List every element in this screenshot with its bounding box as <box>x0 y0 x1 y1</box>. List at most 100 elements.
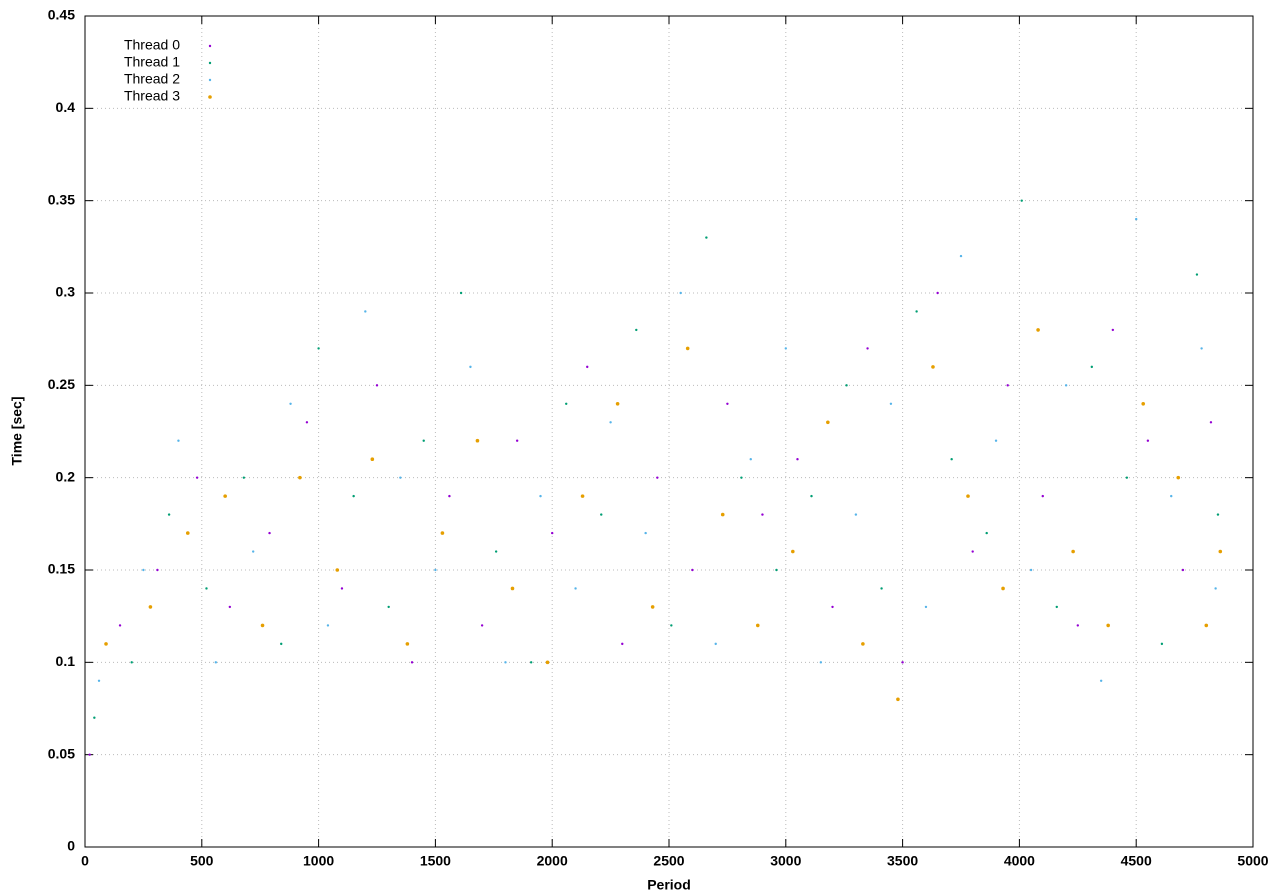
x-tick-label: 4500 <box>1121 853 1152 869</box>
point <box>775 568 778 572</box>
point <box>298 475 302 480</box>
x-tick-label: 4000 <box>1004 853 1035 869</box>
legend-marker <box>208 95 212 99</box>
y-tick-label: 0.4 <box>56 99 76 115</box>
point <box>118 624 122 627</box>
y-tick-label: 0.3 <box>56 284 76 300</box>
point <box>260 623 265 628</box>
point <box>915 310 918 313</box>
point <box>1209 421 1213 424</box>
point <box>889 402 893 405</box>
point <box>551 531 554 535</box>
point <box>1076 624 1080 627</box>
point <box>565 402 568 405</box>
point <box>242 476 246 479</box>
legend-marker <box>208 61 212 65</box>
point <box>656 476 659 479</box>
point <box>1099 679 1103 682</box>
y-tick-label: 0.2 <box>56 468 76 484</box>
point <box>185 531 190 535</box>
point <box>586 365 589 369</box>
point <box>510 586 515 591</box>
point <box>615 402 620 406</box>
point <box>609 421 612 424</box>
point <box>880 587 883 590</box>
point <box>317 347 320 350</box>
point <box>810 494 813 498</box>
point <box>422 439 425 442</box>
point <box>268 531 271 535</box>
point <box>685 346 690 351</box>
point <box>289 402 292 405</box>
point <box>1006 384 1009 387</box>
point <box>761 513 764 516</box>
point <box>1160 642 1164 646</box>
point <box>854 513 858 516</box>
point <box>635 328 638 332</box>
point <box>399 476 402 479</box>
x-tick-label: 5000 <box>1237 853 1268 869</box>
point <box>515 439 519 442</box>
point <box>994 439 998 442</box>
point <box>545 660 550 665</box>
point <box>93 716 96 719</box>
legend-label: Thread 3 <box>124 88 180 104</box>
point <box>97 679 101 682</box>
point <box>529 661 533 664</box>
point <box>1200 347 1203 350</box>
point <box>459 291 463 295</box>
point <box>831 605 834 609</box>
point <box>950 458 953 461</box>
point <box>600 513 603 516</box>
x-tick-label: 500 <box>190 853 214 869</box>
point <box>866 347 869 350</box>
point <box>1036 328 1040 332</box>
point <box>440 531 445 535</box>
point <box>305 421 309 424</box>
point <box>370 457 375 462</box>
point <box>156 568 159 572</box>
point <box>1216 513 1220 516</box>
point <box>434 568 437 572</box>
point <box>1111 328 1115 332</box>
point <box>749 458 752 461</box>
point <box>931 365 935 369</box>
point <box>352 494 355 498</box>
x-tick-label: 3500 <box>887 853 918 869</box>
point <box>104 642 108 646</box>
point <box>167 513 171 516</box>
point <box>130 661 133 664</box>
y-tick-label: 0 <box>67 838 75 854</box>
point <box>326 624 330 627</box>
point <box>205 587 208 590</box>
point <box>580 494 585 498</box>
point <box>223 494 227 498</box>
y-tick-label: 0.35 <box>48 191 75 207</box>
point <box>901 661 904 664</box>
point <box>1204 623 1209 628</box>
point <box>375 384 379 387</box>
point <box>819 661 823 664</box>
x-axis-label: Period <box>647 877 691 893</box>
point <box>861 642 865 646</box>
x-tick-label: 3000 <box>770 853 801 869</box>
point <box>177 439 180 442</box>
point <box>448 494 451 498</box>
legend-label: Thread 1 <box>124 54 180 70</box>
point <box>936 291 939 295</box>
point <box>142 568 145 572</box>
y-tick-label: 0.25 <box>48 376 75 392</box>
point <box>959 254 963 258</box>
point <box>469 365 472 369</box>
point <box>924 605 928 609</box>
point <box>1141 402 1146 406</box>
x-tick-label: 2500 <box>653 853 684 869</box>
point <box>405 642 410 646</box>
point <box>966 494 970 498</box>
point <box>504 661 507 664</box>
legend-label: Thread 0 <box>124 37 180 53</box>
y-tick-label: 0.15 <box>48 561 75 577</box>
point <box>679 291 682 295</box>
point <box>1055 605 1058 609</box>
point <box>387 605 390 609</box>
